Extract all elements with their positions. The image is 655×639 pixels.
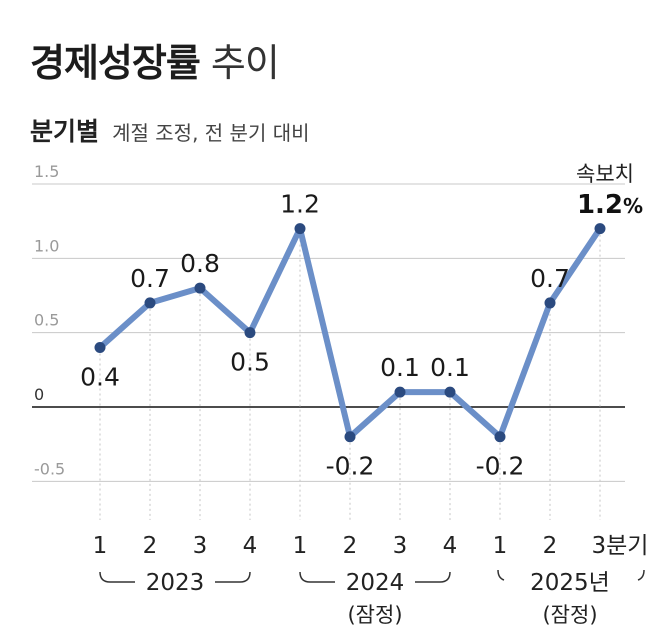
- data-label: 1.2: [280, 190, 320, 219]
- year-bracket-right: [415, 571, 451, 583]
- year-note: (잠정): [347, 603, 402, 627]
- x-tick-label: 3분기: [592, 533, 649, 559]
- data-point: [444, 386, 456, 398]
- data-point: [544, 297, 556, 309]
- x-tick-label: 4: [443, 533, 458, 559]
- year-bracket-left: [299, 571, 335, 583]
- chart-subtitle: 분기별 계절 조정, 전 분기 대비: [30, 112, 310, 148]
- year-bracket-right: [215, 571, 251, 583]
- year-label: 2025년: [530, 570, 610, 596]
- data-label: 1.2%: [577, 190, 643, 220]
- data-label: 0.1: [380, 353, 420, 382]
- y-tick-label: 0: [34, 385, 44, 404]
- year-label: 2023: [146, 570, 205, 596]
- x-tick-label: 4: [243, 533, 258, 559]
- data-point: [94, 342, 106, 354]
- data-point: [194, 282, 206, 294]
- data-label: 0.7: [530, 264, 570, 293]
- x-tick-label: 2: [343, 533, 358, 559]
- year-bracket-left: [497, 569, 505, 581]
- y-tick-label: -0.5: [34, 459, 65, 478]
- x-tick-label: 1: [493, 533, 508, 559]
- data-point: [494, 431, 506, 443]
- chart-title: 경제성장률 추이: [30, 32, 280, 87]
- data-point: [394, 386, 406, 398]
- data-label: 0.4: [80, 363, 120, 392]
- title-main: 경제성장률: [30, 41, 201, 85]
- annotation-label: 속보치: [576, 162, 634, 186]
- year-bracket-left: [99, 571, 135, 583]
- x-tick-label: 2: [143, 533, 158, 559]
- y-tick-label: 1.5: [34, 162, 59, 181]
- x-tick-label: 1: [93, 533, 108, 559]
- data-point: [144, 297, 156, 309]
- subtitle-note: 계절 조정, 전 분기 대비: [112, 121, 310, 145]
- y-tick-label: 0.5: [34, 311, 59, 330]
- data-point: [594, 223, 606, 235]
- x-tick-label: 2: [543, 533, 558, 559]
- year-bracket-right: [637, 569, 645, 581]
- data-label: -0.2: [326, 452, 375, 481]
- data-label: 0.1: [430, 353, 470, 382]
- subtitle-main: 분기별: [30, 117, 100, 146]
- data-label: 0.7: [130, 264, 170, 293]
- data-label: 0.5: [230, 348, 270, 377]
- y-tick-label: 1.0: [34, 236, 59, 255]
- x-tick-label: 3: [193, 533, 208, 559]
- data-label: -0.2: [476, 452, 525, 481]
- title-suffix: 추이: [210, 41, 280, 85]
- x-tick-label: 3: [393, 533, 408, 559]
- year-note: (잠정): [542, 603, 597, 627]
- data-label: 0.8: [180, 249, 220, 278]
- data-point: [244, 327, 256, 339]
- year-label: 2024: [346, 570, 405, 596]
- data-point: [344, 431, 356, 443]
- x-tick-label: 1: [293, 533, 308, 559]
- data-point: [294, 223, 306, 235]
